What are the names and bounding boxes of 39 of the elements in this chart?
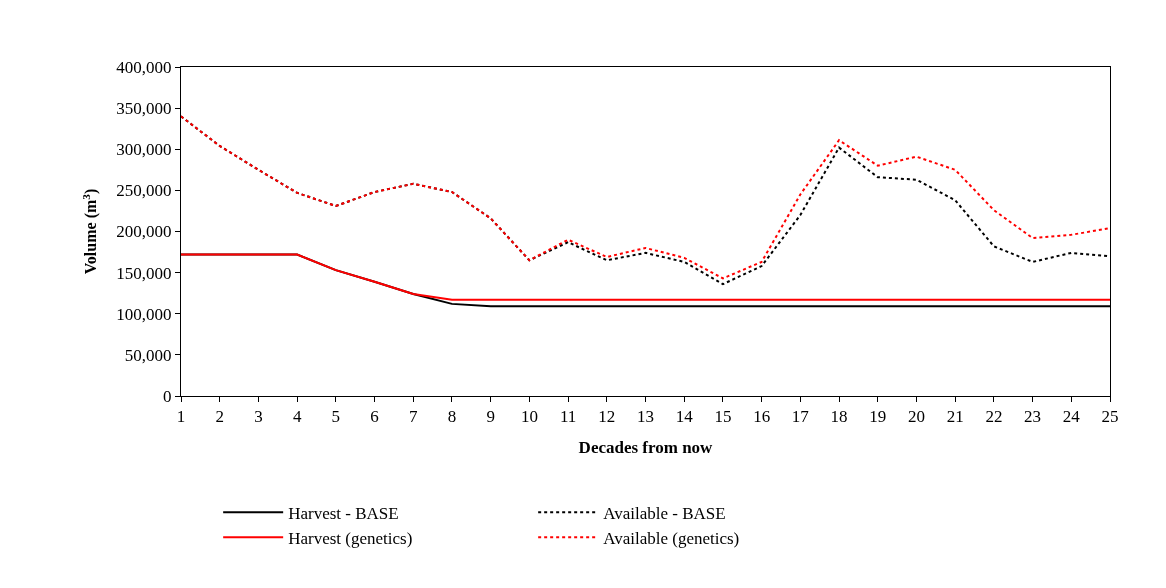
x-tick-label: 18 [830,407,848,427]
x-tick-label: 10 [520,407,538,427]
x-tick-label: 16 [753,407,771,427]
legend-label: Harvest (genetics) [288,528,413,548]
x-tick-label: 24 [1062,407,1081,427]
x-tick-label: 9 [486,407,495,427]
y-tick-label: 100,000 [116,304,172,324]
x-tick-label: 13 [637,407,654,427]
y-tick-label: 150,000 [116,263,172,283]
x-tick-label: 6 [370,407,379,427]
x-tick-label: 8 [447,407,457,427]
x-tick-label: 5 [331,407,341,427]
y-tick-label: 50,000 [124,345,172,365]
y-tick-label: 250,000 [116,181,172,201]
x-tick-label: 21 [946,407,964,427]
legend-label: Harvest - BASE [288,503,399,523]
x-tick-label: 7 [409,407,418,427]
x-tick-label: 20 [907,407,925,427]
legend-label: Available - BASE [603,503,726,523]
x-tick-label: 11 [559,407,577,427]
x-tick-label: 25 [1101,407,1119,427]
x-tick-label: 12 [598,407,616,427]
x-tick-label: 4 [292,407,302,427]
y-tick-label: 300,000 [116,140,172,160]
x-tick-label: 14 [675,407,694,427]
y-tick-label: 400,000 [116,57,172,77]
y-tick-label: 0 [163,386,172,406]
y-tick-label: 350,000 [116,99,172,119]
legend-label: Available (genetics) [603,528,740,548]
y-tick-label: 200,000 [116,222,172,242]
x-tick-label: 22 [985,407,1003,427]
x-axis-title: Decades from now [578,437,714,457]
x-tick-label: 1 [176,407,186,427]
x-tick-label: 19 [869,407,887,427]
x-tick-label: 2 [215,407,224,427]
x-tick-label: 17 [791,407,810,427]
x-tick-label: 23 [1024,407,1042,427]
x-tick-label: 3 [254,407,263,427]
x-tick-label: 15 [714,407,732,427]
